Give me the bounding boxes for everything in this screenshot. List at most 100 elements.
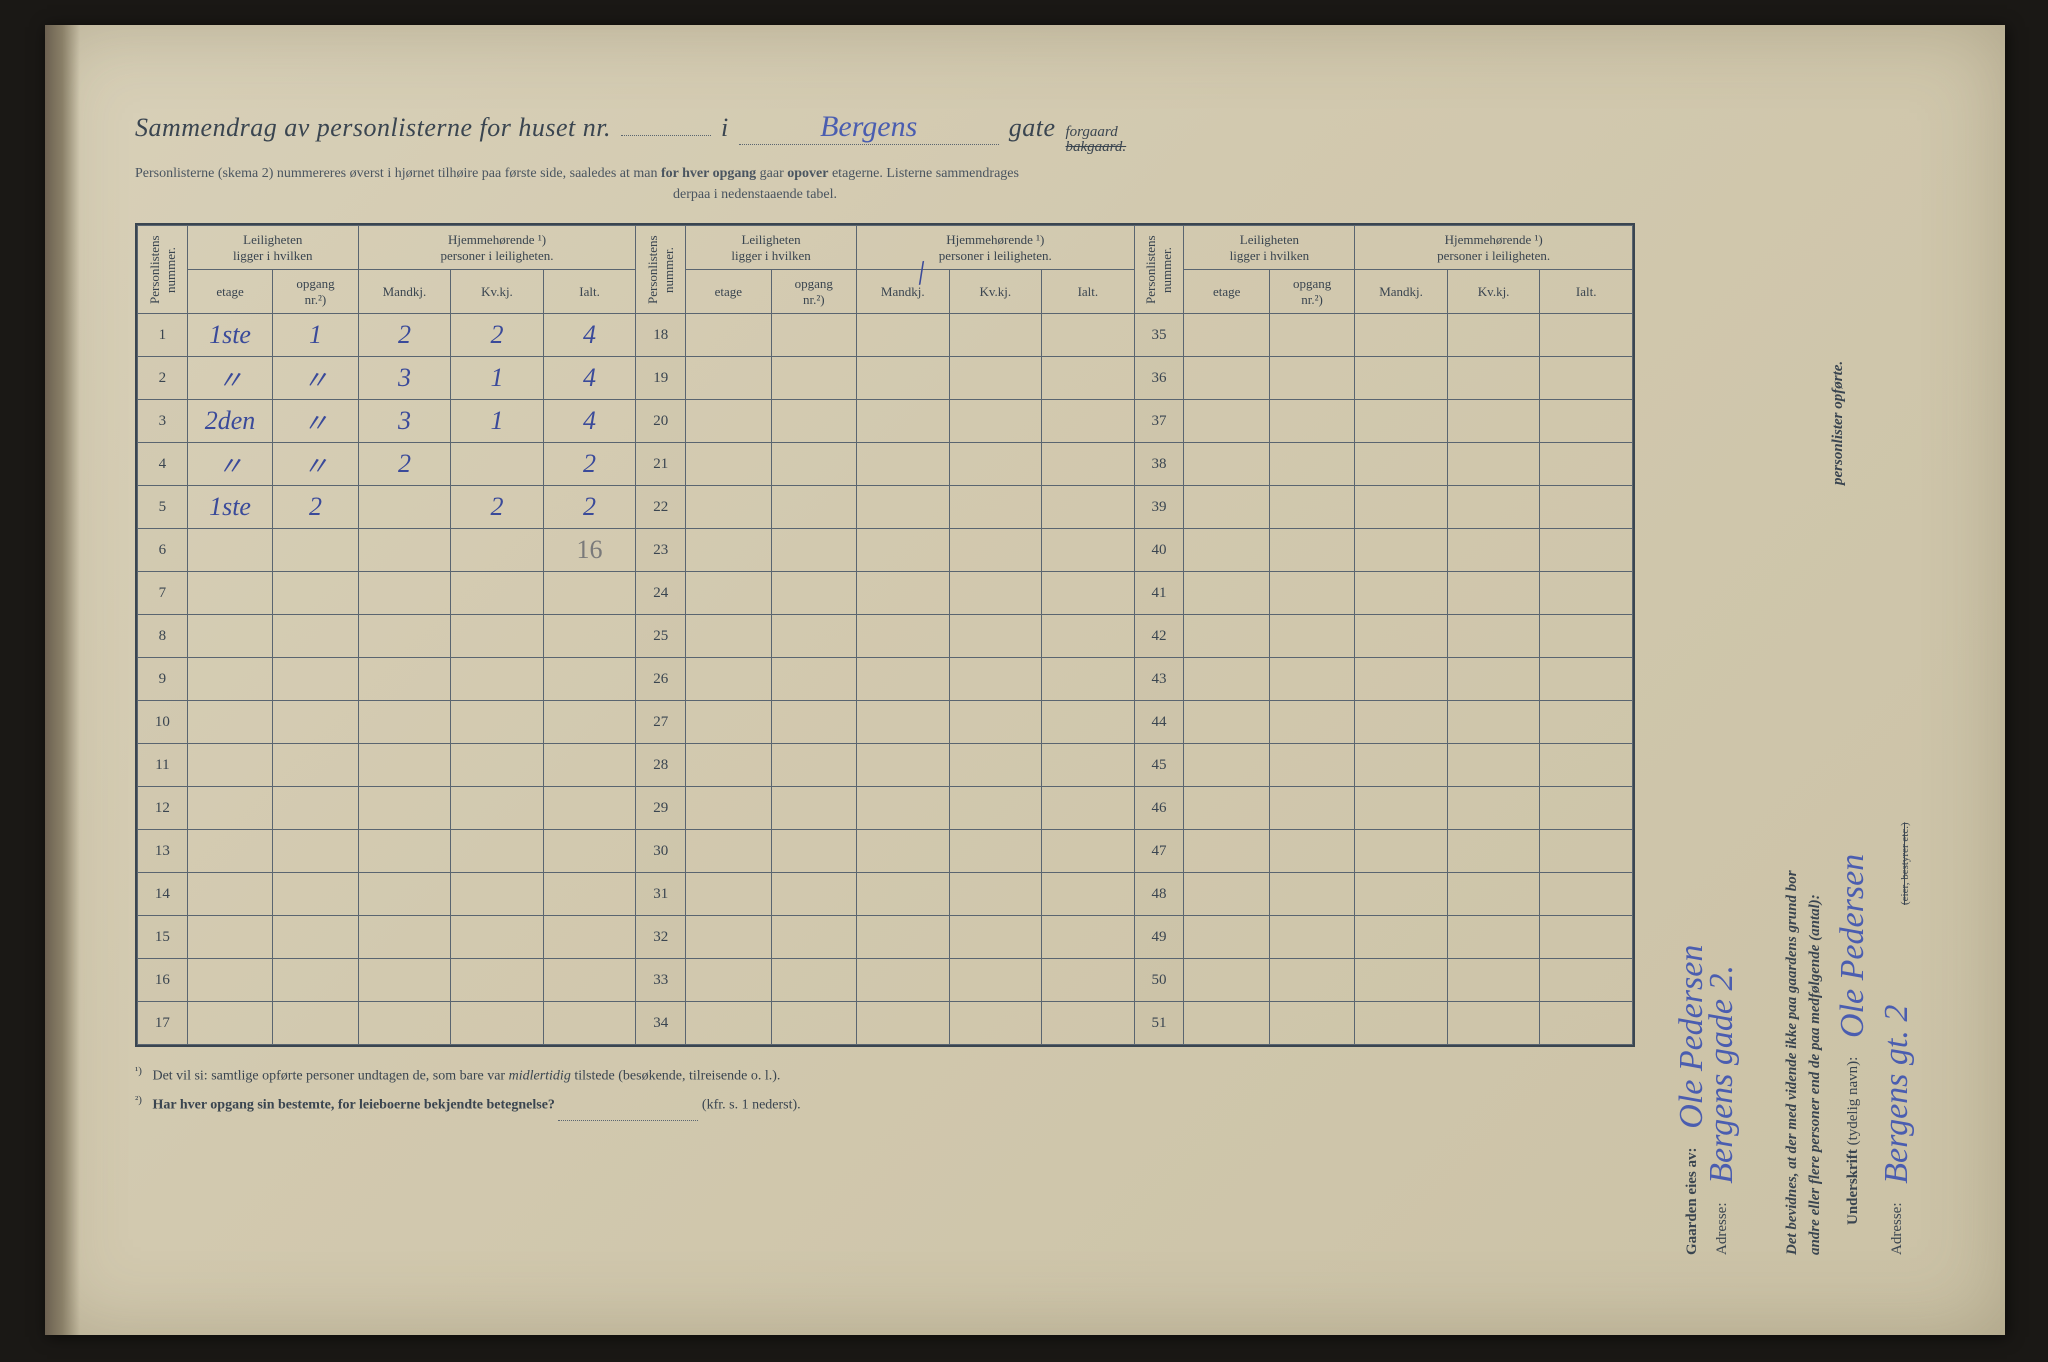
cell-m — [358, 486, 451, 529]
th-leilighet-1: Leilighetenligger i hvilken — [187, 226, 358, 270]
cell-etage — [187, 572, 272, 615]
row-number: 23 — [636, 529, 686, 572]
cell-etage — [187, 787, 272, 830]
cell-m: 2 — [358, 443, 451, 486]
header-nr-blank — [621, 135, 711, 136]
table-row: 82542 — [138, 615, 1633, 658]
cell-etage: 1ste — [187, 314, 272, 357]
cell-m — [1355, 1002, 1448, 1045]
row-number: 50 — [1134, 959, 1184, 1002]
cell-k: 2 — [451, 314, 544, 357]
cell-opgang — [273, 615, 358, 658]
cell-m — [1355, 916, 1448, 959]
cell-etage — [686, 830, 771, 873]
cell-k — [949, 357, 1042, 400]
cell-m — [1355, 873, 1448, 916]
cell-etage — [686, 658, 771, 701]
cell-m — [856, 744, 949, 787]
table-row: 6162340 — [138, 529, 1633, 572]
summary-table: Personlistensnummer. Leilighetenligger i… — [135, 223, 1635, 1047]
cell-opgang — [1269, 314, 1354, 357]
row-number: 6 — [138, 529, 188, 572]
cell-m — [1355, 529, 1448, 572]
footnotes: ¹) Det vil si: samtlige opførte personer… — [135, 1061, 1635, 1121]
row-number: 24 — [636, 572, 686, 615]
cell-k — [1447, 615, 1540, 658]
cell-k — [949, 873, 1042, 916]
cell-opgang — [771, 916, 856, 959]
row-number: 28 — [636, 744, 686, 787]
sub-line1-bold: for hver opgang — [661, 166, 756, 181]
th-ialt-3: Ialt. — [1540, 270, 1633, 314]
cell-opgang — [273, 701, 358, 744]
adresse2-value: Bergens gt. 2 — [1878, 1005, 1915, 1184]
cell-m — [1355, 400, 1448, 443]
cell-k — [1447, 916, 1540, 959]
f2-ref: (kfr. s. 1 nederst). — [702, 1098, 801, 1113]
row-number: 51 — [1134, 1002, 1184, 1045]
row-number: 42 — [1134, 615, 1184, 658]
table-row: 153249 — [138, 916, 1633, 959]
cell-i — [1042, 916, 1135, 959]
cell-opgang — [1269, 357, 1354, 400]
cell-etage — [1184, 443, 1269, 486]
cell-i — [1540, 744, 1633, 787]
bevidnes-2: andre eller flere personer end de paa me… — [1807, 894, 1823, 1255]
cell-k — [1447, 744, 1540, 787]
cell-i: 4 — [543, 314, 636, 357]
th-leilighet-2: Leilighetenligger i hvilken — [686, 226, 857, 270]
cell-etage — [1184, 400, 1269, 443]
cell-k — [1447, 1002, 1540, 1045]
cell-opgang — [273, 959, 358, 1002]
cell-opgang — [273, 916, 358, 959]
row-number: 8 — [138, 615, 188, 658]
table-row: 72441 — [138, 572, 1633, 615]
th-mandkj-1: Mandkj. — [358, 270, 451, 314]
cell-k — [451, 873, 544, 916]
cell-m — [856, 443, 949, 486]
footnote-2: ²) Har hver opgang sin bestemte, for lei… — [135, 1090, 1635, 1120]
cell-etage — [187, 615, 272, 658]
row-number: 14 — [138, 873, 188, 916]
cell-etage — [187, 1002, 272, 1045]
cell-i — [1540, 916, 1633, 959]
cell-opgang — [273, 658, 358, 701]
row-number: 35 — [1134, 314, 1184, 357]
row-number: 41 — [1134, 572, 1184, 615]
header-gate-suffix: forgaard bakgaard. — [1065, 125, 1126, 155]
cell-k — [451, 1002, 544, 1045]
row-number: 26 — [636, 658, 686, 701]
row-number: 34 — [636, 1002, 686, 1045]
cell-m — [358, 959, 451, 1002]
th-hjem-1: Hjemmehørende ¹)personer i leiligheten. — [358, 226, 636, 270]
table-row: 2〃〃3141936 — [138, 357, 1633, 400]
cell-i — [1042, 959, 1135, 1002]
header-i-label: i — [721, 113, 729, 143]
row-number: 22 — [636, 486, 686, 529]
cell-k — [451, 572, 544, 615]
cell-opgang — [1269, 400, 1354, 443]
cell-k — [949, 1002, 1042, 1045]
table-row: 133047 — [138, 830, 1633, 873]
cell-i — [543, 787, 636, 830]
cell-k — [1447, 443, 1540, 486]
cell-etage — [1184, 357, 1269, 400]
cell-m — [358, 916, 451, 959]
row-number: 18 — [636, 314, 686, 357]
cell-i — [1042, 314, 1135, 357]
table-row: 163350 — [138, 959, 1633, 1002]
sub-line2: derpaa i nedenstaaende tabel. — [305, 184, 1205, 205]
cell-etage — [1184, 959, 1269, 1002]
row-number: 46 — [1134, 787, 1184, 830]
table-row: 4〃〃222138 — [138, 443, 1633, 486]
row-number: 31 — [636, 873, 686, 916]
cell-m — [856, 486, 949, 529]
cell-etage — [1184, 658, 1269, 701]
th-mandkj-2: Mandkj. — [856, 270, 949, 314]
cell-i: 4 — [543, 400, 636, 443]
eier-note: (eier, bestyrer etc.) — [1899, 822, 1911, 905]
row-number: 44 — [1134, 701, 1184, 744]
cell-opgang — [1269, 916, 1354, 959]
th-etage-1: etage — [187, 270, 272, 314]
cell-etage: 1ste — [187, 486, 272, 529]
